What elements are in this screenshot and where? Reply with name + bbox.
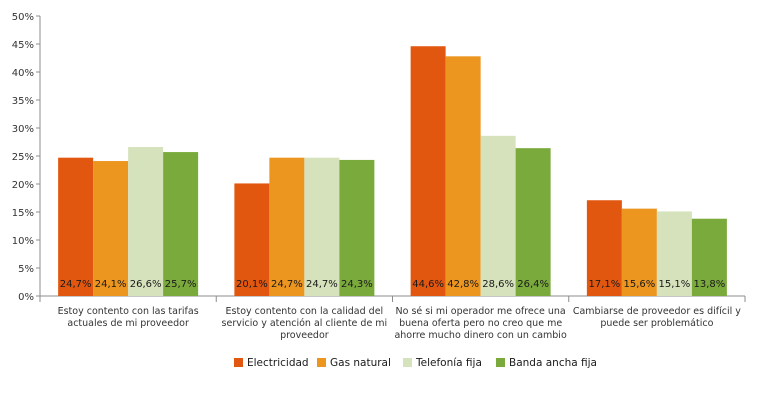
y-tick-label: 10% (12, 236, 34, 247)
data-label: 24,3% (341, 279, 373, 290)
y-tick-label: 40% (12, 68, 34, 79)
y-tick-label: 45% (12, 40, 34, 51)
bar-gas-natural (93, 161, 129, 296)
data-label: 26,6% (130, 279, 162, 290)
y-tick-label: 5% (18, 264, 34, 275)
x-category-label: Estoy contento con la calidad del (226, 306, 384, 317)
bar-banda-ancha-fija (163, 152, 199, 296)
bar-telefonía-fija (304, 157, 340, 296)
bar-gas-natural (621, 208, 657, 296)
x-category-label: No sé si mi operador me ofrece una (396, 306, 566, 317)
data-label: 20,1% (236, 279, 268, 290)
data-label: 24,1% (95, 279, 127, 290)
data-label: 28,6% (482, 279, 514, 290)
data-label: 17,1% (588, 279, 620, 290)
y-tick-label: 35% (12, 96, 34, 107)
data-label: 25,7% (165, 279, 197, 290)
legend-swatch (234, 358, 243, 367)
data-label: 15,6% (623, 279, 655, 290)
legend-swatch (403, 358, 412, 367)
y-tick-label: 50% (12, 12, 34, 23)
bar-telefonía-fija (656, 211, 692, 296)
bar-gas-natural (269, 157, 305, 296)
data-label: 24,7% (271, 279, 303, 290)
x-category-label: actuales de mi proveedor (67, 318, 189, 329)
y-tick-label: 25% (12, 152, 34, 163)
bar-electricidad (58, 157, 94, 296)
data-label: 26,4% (517, 279, 549, 290)
data-label: 13,8% (693, 279, 725, 290)
x-category-label: servicio y atención al cliente de mi (222, 318, 388, 329)
bar-gas-natural (445, 56, 481, 296)
data-label: 24,7% (60, 279, 92, 290)
x-category-label: buena oferta pero no creo que me (399, 318, 562, 329)
x-category-label: ahorre mucho dinero con un cambio (394, 330, 566, 341)
bar-electricidad (410, 46, 446, 296)
x-category-label: Estoy contento con las tarifas (58, 306, 199, 317)
y-tick-label: 15% (12, 208, 34, 219)
legend-label: Banda ancha fija (509, 357, 597, 369)
bar-electricidad (586, 200, 622, 296)
bar-banda-ancha-fija (691, 218, 727, 296)
x-category-label: puede ser problemático (600, 318, 713, 329)
y-tick-label: 20% (12, 180, 34, 191)
bar-telefonía-fija (480, 135, 516, 296)
bar-electricidad (234, 183, 270, 296)
legend-swatch (496, 358, 505, 367)
y-tick-label: 0% (18, 292, 34, 303)
x-category-label: Cambiarse de proveedor es difícil y (573, 306, 741, 317)
data-label: 44,6% (412, 279, 444, 290)
bar-telefonía-fija (128, 147, 164, 296)
data-label: 24,7% (306, 279, 338, 290)
legend-label: Electricidad (247, 357, 309, 369)
data-label: 42,8% (447, 279, 479, 290)
legend-label: Gas natural (330, 357, 391, 369)
bar-banda-ancha-fija (515, 148, 551, 296)
data-label: 15,1% (658, 279, 690, 290)
bar-banda-ancha-fija (339, 159, 375, 296)
legend-swatch (317, 358, 326, 367)
y-tick-label: 30% (12, 124, 34, 135)
legend-label: Telefonía fija (415, 357, 482, 369)
x-category-label: proveedor (280, 330, 329, 341)
